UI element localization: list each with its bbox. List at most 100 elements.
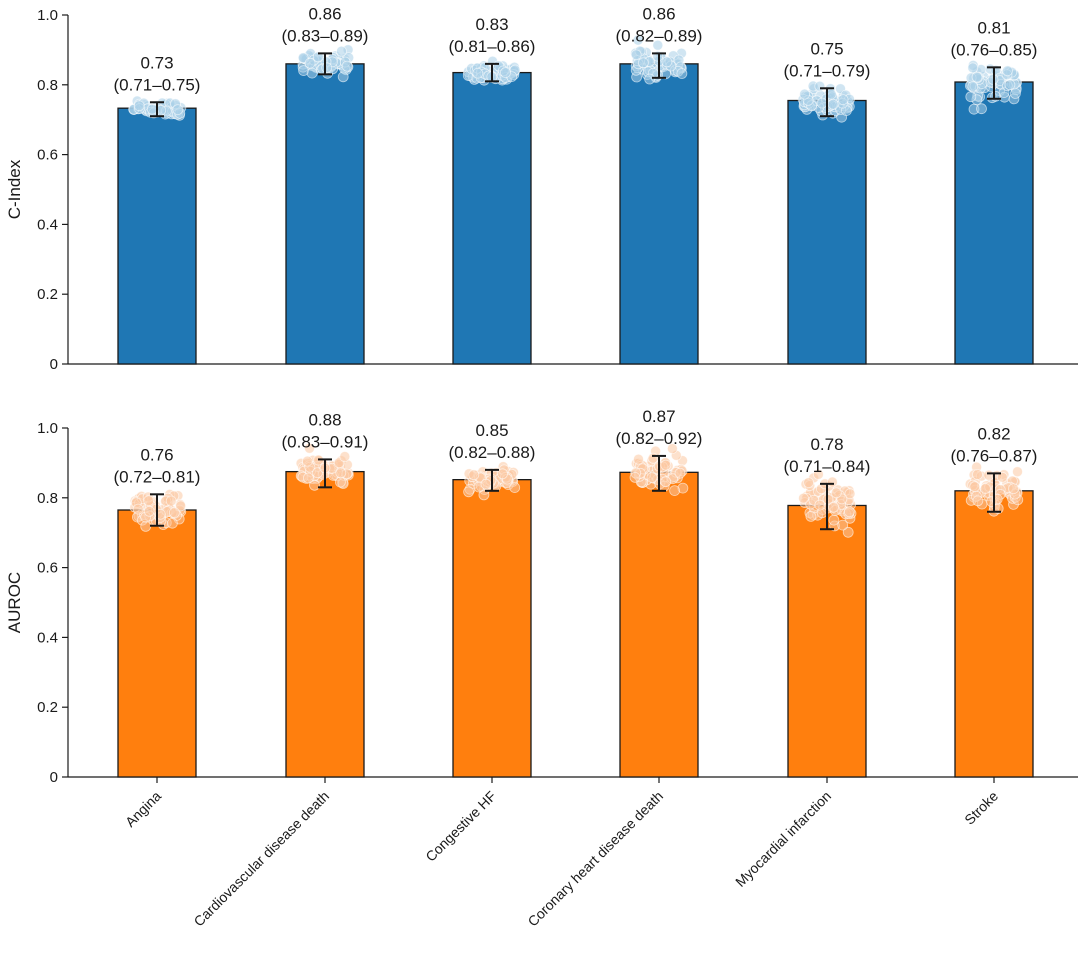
auroc-ci-label: (0.82–0.88): [449, 443, 536, 462]
c-index-bootstrap-point: [472, 67, 484, 79]
auroc-bootstrap-point: [301, 455, 313, 467]
auroc-y-tick-label: 0.8: [37, 490, 58, 507]
auroc-bootstrap-point: [335, 467, 347, 479]
c-index-ci-label: (0.76–0.85): [951, 40, 1038, 59]
auroc-bootstrap-point: [798, 492, 809, 504]
auroc-bootstrap-point: [972, 495, 984, 507]
auroc-bootstrap-point: [339, 451, 351, 462]
auroc-bar: [619, 471, 699, 778]
c-index-bootstrap-point: [676, 68, 688, 79]
c-index-y-tick-label: 1.0: [37, 7, 58, 24]
auroc-y-tick-label: 0: [50, 769, 58, 786]
c-index-value-label: 0.83: [475, 15, 508, 34]
auroc-bootstrap-point: [302, 472, 314, 484]
c-index-y-tick-label: 0.8: [37, 77, 58, 94]
c-index-bootstrap-point: [306, 67, 318, 79]
c-index-bar: [285, 63, 365, 365]
auroc-ci-label: (0.82–0.92): [616, 429, 703, 448]
auroc-y-tick-label: 0.6: [37, 560, 58, 577]
c-index-bootstrap-point: [146, 103, 158, 115]
c-index-bootstrap-point: [967, 62, 979, 74]
c-index-bootstrap-point: [1002, 65, 1013, 77]
auroc-bar: [954, 490, 1034, 778]
auroc-ci-label: (0.72–0.81): [114, 467, 201, 486]
c-index-bootstrap-point: [630, 49, 642, 61]
auroc-bootstrap-point: [629, 471, 641, 483]
auroc-bootstrap-point: [828, 501, 839, 513]
auroc-bootstrap-point: [969, 481, 981, 493]
c-index-bootstrap-point: [133, 100, 145, 112]
c-index-bootstrap-point: [321, 62, 333, 74]
c-index-bootstrap-point: [337, 71, 349, 83]
c-index-ci-label: (0.82–0.89): [616, 26, 703, 45]
c-index-y-tick-label: 0: [50, 356, 58, 373]
auroc-ci-label: (0.71–0.84): [784, 457, 871, 476]
c-index-bar: [619, 63, 699, 365]
c-index-bootstrap-point: [652, 39, 664, 51]
auroc-y-axis-title: AUROC: [5, 572, 24, 633]
c-index-bootstrap-point: [976, 103, 987, 115]
auroc-bootstrap-point: [509, 482, 521, 494]
auroc-value-label: 0.82: [977, 424, 1010, 443]
c-index-bootstrap-point: [336, 45, 347, 57]
c-index-bootstrap-point: [814, 80, 826, 92]
auroc-bootstrap-point: [842, 526, 854, 538]
auroc-bootstrap-point: [168, 507, 180, 518]
c-index-bar: [787, 99, 867, 365]
c-index-bootstrap-point: [661, 56, 673, 68]
auroc-bootstrap-points: [629, 443, 689, 497]
auroc-value-label: 0.78: [810, 435, 843, 454]
c-index-bootstrap-point: [304, 57, 316, 69]
auroc-bootstrap-point: [478, 489, 490, 501]
c-index-y-tick-label: 0.4: [37, 216, 58, 233]
c-index-bootstrap-point: [967, 81, 979, 92]
auroc-bootstrap-point: [497, 468, 508, 480]
c-index-ci-label: (0.71–0.79): [784, 61, 871, 80]
c-index-panel: 0 0.2 0.4 0.6 0.8 1.0 C-Index (0.71–0.75) 0.73 (0…: [5, 4, 1078, 373]
auroc-bootstrap-point: [844, 506, 855, 518]
c-index-bootstrap-point: [837, 94, 849, 105]
auroc-bar: [285, 470, 365, 778]
c-index-bar: [954, 81, 1034, 365]
auroc-bootstrap-point: [166, 517, 178, 529]
auroc-bootstrap-point: [304, 442, 315, 454]
auroc-bootstrap-points: [129, 488, 187, 532]
auroc-bootstrap-point: [805, 511, 817, 522]
c-index-bootstrap-point: [500, 67, 511, 78]
c-index-value-label: 0.86: [642, 4, 675, 23]
c-index-bootstrap-point: [827, 98, 839, 110]
c-index-bootstrap-point: [172, 104, 184, 115]
auroc-bootstrap-point: [803, 477, 814, 489]
auroc-bootstrap-point: [633, 453, 644, 465]
auroc-bootstrap-point: [837, 519, 849, 531]
auroc-bootstrap-point: [669, 485, 680, 497]
auroc-value-label: 0.85: [475, 421, 508, 440]
c-index-bootstrap-point: [816, 97, 828, 109]
auroc-bootstrap-point: [827, 476, 838, 488]
c-index-value-label: 0.81: [977, 18, 1010, 37]
c-index-bootstrap-point: [312, 51, 324, 63]
auroc-bootstrap-point: [309, 479, 320, 491]
auroc-ci-label: (0.83–0.91): [282, 432, 369, 451]
auroc-bar: [787, 504, 867, 778]
auroc-bootstrap-point: [814, 499, 826, 511]
c-index-bootstrap-point: [644, 73, 655, 85]
auroc-bootstrap-point: [828, 514, 840, 526]
auroc-bootstrap-point: [972, 469, 983, 480]
c-index-bootstrap-points: [797, 80, 855, 123]
auroc-bootstrap-point: [165, 495, 177, 507]
auroc-bootstrap-point: [468, 469, 480, 481]
c-index-bar: [452, 71, 532, 365]
auroc-bootstrap-point: [463, 486, 475, 498]
c-index-value-label: 0.86: [308, 4, 341, 23]
auroc-y-tick-label: 0.4: [37, 629, 58, 646]
auroc-bar: [452, 479, 532, 778]
auroc-bootstrap-point: [830, 487, 842, 499]
auroc-bootstrap-points: [295, 442, 354, 491]
c-index-bootstrap-point: [341, 60, 353, 72]
c-index-bootstrap-point: [971, 71, 983, 83]
auroc-y-tick-label: 1.0: [37, 420, 58, 437]
auroc-value-label: 0.88: [308, 410, 341, 429]
auroc-bootstrap-point: [143, 505, 155, 517]
